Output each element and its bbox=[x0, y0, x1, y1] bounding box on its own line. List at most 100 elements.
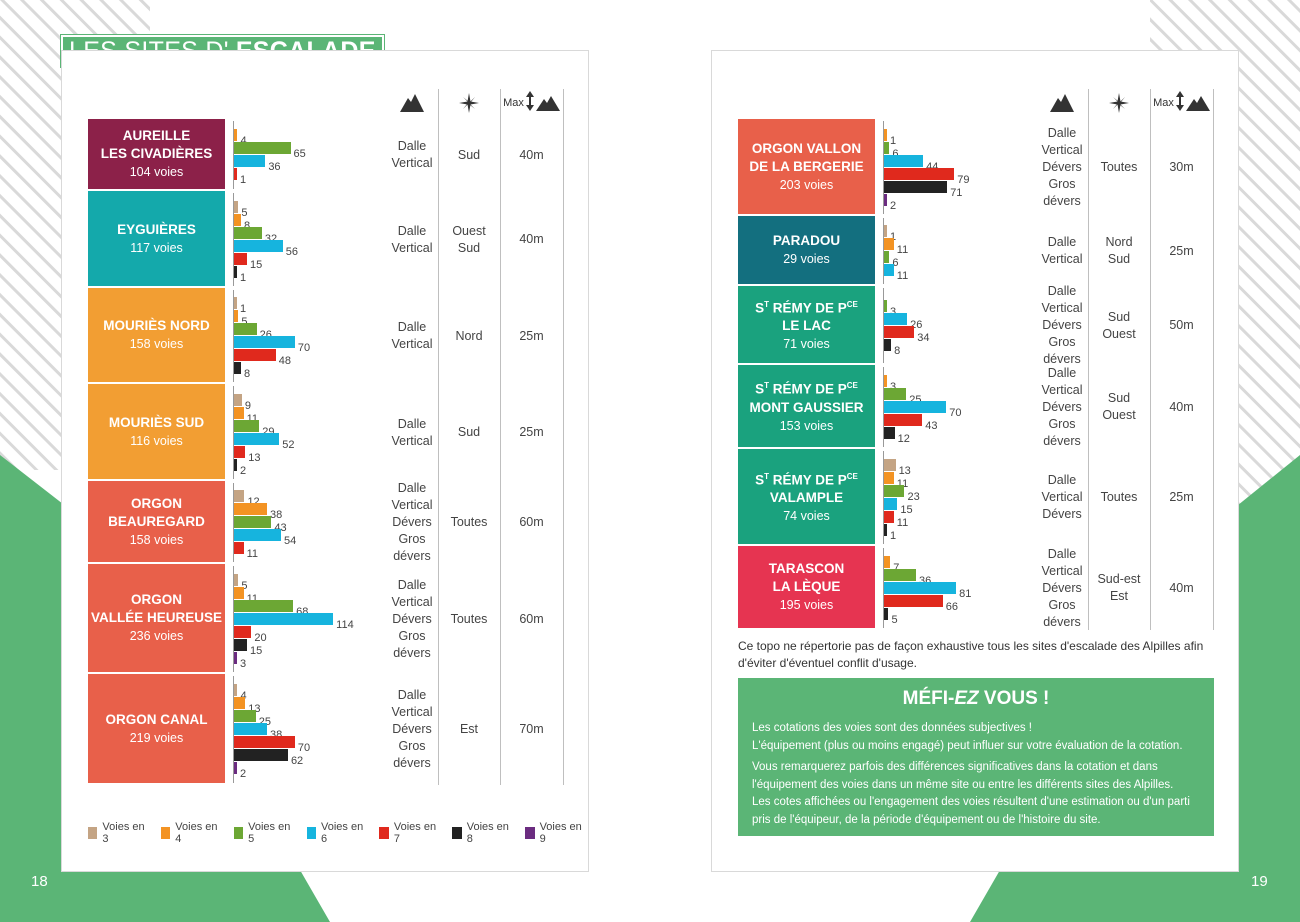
site-name-box: Orgon Vallon de la Bergerie 203 voies bbox=[738, 119, 875, 216]
orientation: Nord bbox=[455, 328, 483, 343]
grade-bar-value: 23 bbox=[907, 490, 920, 503]
max-height: 40m bbox=[519, 147, 544, 162]
grade-bar-value: 11 bbox=[896, 477, 909, 490]
grade-bar bbox=[884, 510, 894, 523]
grade-bars: 9 11 29 52 13 2 bbox=[233, 384, 383, 481]
grade-bar-value: 13 bbox=[898, 464, 911, 477]
grade-bar-value: 3 bbox=[890, 380, 897, 393]
grade-bar-value: 15 bbox=[900, 503, 913, 516]
grade-bar bbox=[884, 193, 887, 206]
grade-bars: 5 8 32 56 15 1 bbox=[233, 191, 383, 288]
grade-bar-value: 1 bbox=[240, 174, 247, 186]
site-name-box: Aureille les Civadières 104 voies bbox=[88, 119, 225, 191]
grade-bar bbox=[884, 238, 894, 250]
grade-bar bbox=[884, 555, 891, 568]
legend-swatch bbox=[525, 827, 535, 839]
route-count: 116 voies bbox=[130, 433, 183, 448]
bar-axis bbox=[883, 121, 884, 214]
grade-bar bbox=[884, 497, 898, 510]
grade-bar-value: 2 bbox=[240, 464, 247, 477]
grade-bar bbox=[884, 154, 924, 167]
orientation: Est bbox=[459, 722, 479, 736]
grade-bar bbox=[234, 265, 237, 278]
rock-profile: Dalle Vertical bbox=[391, 416, 433, 448]
max-height: 25m bbox=[519, 425, 544, 439]
column-divider bbox=[1088, 89, 1089, 630]
grade-bar bbox=[884, 581, 957, 594]
route-count: 195 voies bbox=[779, 598, 834, 612]
grade-bars: 5 11 68 114 20 15 3 bbox=[233, 564, 383, 674]
grade-bar-value: 36 bbox=[268, 161, 281, 173]
grade-bar-value: 13 bbox=[248, 451, 261, 464]
grade-bar-value: 15 bbox=[250, 644, 263, 657]
grade-bar-value: 1 bbox=[240, 271, 247, 284]
column-divider bbox=[500, 89, 501, 785]
bar-axis bbox=[883, 548, 884, 628]
height-arrows-icon bbox=[1175, 90, 1210, 116]
site-name: Tarascon la Lèque bbox=[768, 561, 845, 594]
orientation-header-icon bbox=[438, 89, 500, 117]
grade-bar-value: 6 bbox=[892, 257, 899, 269]
grade-bar-value: 70 bbox=[297, 342, 311, 354]
rock-profile: Dalle Vertical Dévers Gros dévers bbox=[391, 577, 433, 660]
grade-bars: 1 11 6 11 bbox=[883, 216, 1033, 286]
warning-title-c: VOUS ! bbox=[978, 688, 1050, 709]
grade-bar-value: 62 bbox=[290, 755, 304, 767]
warning-paragraph-1: Les cotations des voies sont des données… bbox=[752, 722, 1183, 752]
grade-bar-value: 71 bbox=[950, 186, 963, 199]
grade-bar-value: 11 bbox=[896, 516, 909, 529]
rock-profile: Dalle Vertical Dévers Gros dévers bbox=[1041, 365, 1083, 448]
legend-item: Voies en 3 bbox=[88, 821, 151, 845]
bar-axis bbox=[883, 367, 884, 447]
site-name: Mouriès Nord bbox=[103, 318, 210, 333]
legend-label: Voies en 5 bbox=[248, 821, 291, 845]
right-page: Max Orgon Vallon de la Bergerie 203 voies 1… bbox=[711, 50, 1239, 872]
rock-profile: Dalle Vertical Dévers Gros dévers bbox=[1041, 284, 1083, 366]
grade-bar bbox=[234, 736, 295, 748]
grade-bars: 1 5 26 70 48 8 bbox=[233, 288, 383, 384]
grade-bar bbox=[234, 503, 268, 515]
grade-bar-value: 56 bbox=[285, 245, 298, 258]
grade-bar bbox=[234, 129, 238, 141]
rock-profile: Dalle Vertical Dévers Gros dévers bbox=[391, 481, 433, 563]
left-page: Max Aureille les Civadières 104 voies 4 65 36… bbox=[61, 50, 589, 872]
legend-label: Voies en 6 bbox=[321, 821, 364, 845]
grade-bar bbox=[234, 586, 244, 599]
grade-bar bbox=[234, 336, 295, 348]
orientation: Sud-est Est bbox=[1097, 572, 1141, 603]
grade-bar bbox=[884, 338, 892, 351]
max-label: Max bbox=[503, 97, 524, 109]
grade-bar bbox=[234, 213, 241, 226]
compass-star-icon bbox=[459, 93, 479, 113]
bar-axis bbox=[233, 676, 234, 783]
grade-bar-value: 1 bbox=[890, 231, 897, 243]
grade-bar bbox=[884, 128, 887, 141]
site-name: Aureille les Civadières bbox=[100, 128, 213, 161]
site-name: ST Rémy de PCE Mont Gaussier bbox=[749, 381, 864, 415]
grade-bar bbox=[234, 710, 256, 722]
site-name: ST Rémy de PCE Le Lac bbox=[755, 299, 858, 334]
grade-bar bbox=[884, 225, 887, 237]
site-name-box: Eyguières 117 voies bbox=[88, 191, 225, 288]
site-name-box: Mouriès Sud 116 voies bbox=[88, 384, 225, 481]
site-name: Paradou bbox=[772, 233, 841, 248]
grade-bar bbox=[234, 516, 272, 528]
grade-bar bbox=[234, 432, 280, 445]
max-height: 40m bbox=[1169, 399, 1194, 414]
grade-bar bbox=[884, 400, 947, 413]
grade-bar-value: 1 bbox=[240, 303, 247, 315]
orientation: Sud bbox=[457, 425, 481, 439]
grade-bar-value: 5 bbox=[241, 579, 248, 592]
grade-bar-value: 11 bbox=[896, 270, 909, 282]
grade-bars: 13 11 23 15 11 1 bbox=[883, 449, 1033, 546]
legend-swatch bbox=[233, 827, 244, 839]
grade-bar bbox=[884, 251, 890, 263]
grade-legend: Voies en 3 Voies en 4 Voies en 5 Voies en 6… bbox=[88, 821, 588, 845]
legend-label: Voies en 8 bbox=[466, 821, 509, 845]
disclaimer-note: Ce topo ne répertorie pas de façon exhau… bbox=[738, 639, 1204, 670]
grade-bar-value: 20 bbox=[254, 631, 267, 644]
grade-bar bbox=[234, 599, 294, 612]
grade-bars: 12 38 43 54 11 bbox=[233, 481, 383, 564]
grade-bar bbox=[884, 607, 889, 620]
grade-bars: 3 25 70 43 12 bbox=[883, 365, 1033, 449]
